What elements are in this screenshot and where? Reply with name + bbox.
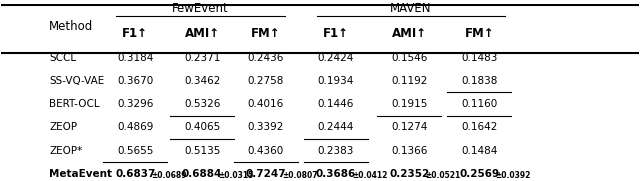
Text: 0.6884: 0.6884 [182,169,222,179]
Text: 0.1483: 0.1483 [461,53,497,63]
Text: 0.1642: 0.1642 [461,123,497,132]
Text: SS-VQ-VAE: SS-VQ-VAE [49,76,104,86]
Text: ±0.0315: ±0.0315 [218,171,253,180]
Text: 0.5655: 0.5655 [117,146,154,155]
Text: 0.1934: 0.1934 [317,76,354,86]
Text: AMI↑: AMI↑ [392,27,427,39]
Text: ZEOP*: ZEOP* [49,146,83,155]
Text: F1↑: F1↑ [122,27,148,39]
Text: 0.1546: 0.1546 [391,53,428,63]
Text: 0.3686: 0.3686 [316,169,356,179]
Text: 0.3462: 0.3462 [184,76,220,86]
Text: 0.7247: 0.7247 [246,169,286,179]
Text: 0.1366: 0.1366 [391,146,428,155]
Text: 0.2352: 0.2352 [389,169,429,179]
Text: 0.4065: 0.4065 [184,123,220,132]
Text: 0.1838: 0.1838 [461,76,497,86]
Text: BERT-OCL: BERT-OCL [49,99,100,110]
Text: 0.4016: 0.4016 [248,99,284,110]
Text: F1↑: F1↑ [323,27,349,39]
Text: 0.2444: 0.2444 [317,123,354,132]
Text: 0.2758: 0.2758 [248,76,284,86]
Text: ±0.0689: ±0.0689 [151,171,187,180]
Text: MetaEvent: MetaEvent [49,169,112,179]
Text: Method: Method [49,20,93,33]
Text: 0.4360: 0.4360 [248,146,284,155]
Text: 0.3296: 0.3296 [117,99,154,110]
Text: MAVEN: MAVEN [390,2,431,15]
Text: ±0.0807: ±0.0807 [282,171,317,180]
Text: FM↑: FM↑ [465,27,494,39]
Text: 0.1446: 0.1446 [317,99,354,110]
Text: 0.2371: 0.2371 [184,53,220,63]
Text: 0.5135: 0.5135 [184,146,220,155]
Text: ±0.0392: ±0.0392 [495,171,531,180]
Text: ±0.0521: ±0.0521 [425,171,460,180]
Text: SCCL: SCCL [49,53,76,63]
Text: 0.3184: 0.3184 [117,53,154,63]
Text: ±0.0412: ±0.0412 [352,171,387,180]
Text: 0.2436: 0.2436 [248,53,284,63]
Text: FewEvent: FewEvent [172,2,229,15]
Text: AMI↑: AMI↑ [184,27,220,39]
Text: 0.2424: 0.2424 [317,53,354,63]
Text: 0.2569: 0.2569 [460,169,499,179]
Text: 0.1160: 0.1160 [461,99,497,110]
Text: 0.1192: 0.1192 [391,76,428,86]
Text: 0.4869: 0.4869 [117,123,154,132]
Text: 0.3392: 0.3392 [248,123,284,132]
Text: 0.3670: 0.3670 [117,76,154,86]
Text: 0.1915: 0.1915 [391,99,428,110]
Text: 0.2383: 0.2383 [317,146,354,155]
Text: 0.1484: 0.1484 [461,146,497,155]
Text: 0.6837: 0.6837 [115,169,156,179]
Text: 0.5326: 0.5326 [184,99,220,110]
Text: 0.1274: 0.1274 [391,123,428,132]
Text: ZEOP: ZEOP [49,123,77,132]
Text: FM↑: FM↑ [251,27,281,39]
